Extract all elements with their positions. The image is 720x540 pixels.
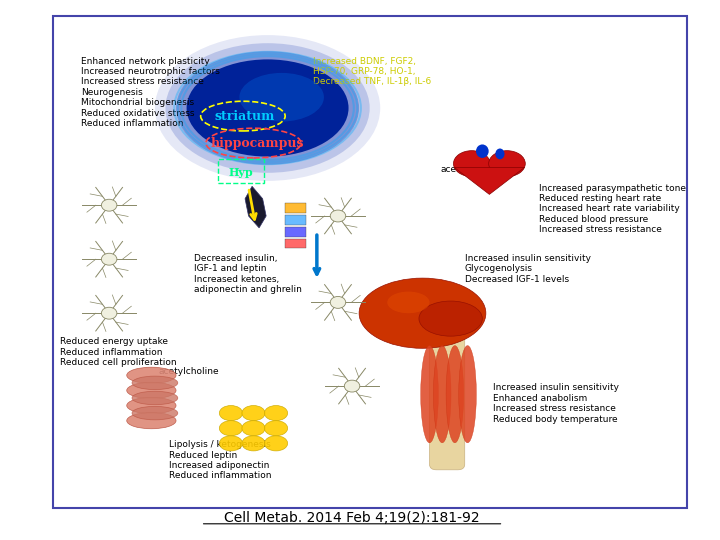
Ellipse shape <box>186 59 348 157</box>
Ellipse shape <box>420 346 438 443</box>
Ellipse shape <box>242 421 265 436</box>
Ellipse shape <box>433 346 451 443</box>
Text: Hyp: Hyp <box>228 167 253 178</box>
Ellipse shape <box>102 253 117 265</box>
Ellipse shape <box>454 151 490 177</box>
Text: Reduced energy uptake
Reduced inflammation
Reduced cell proliferation: Reduced energy uptake Reduced inflammati… <box>60 338 176 367</box>
Text: Enhanced network plasticity
Increased neurotrophic factors
Increased stress resi: Enhanced network plasticity Increased ne… <box>81 57 220 128</box>
FancyBboxPatch shape <box>285 203 306 213</box>
Text: Lipolysis / ketogenesis
Reduced leptin
Increased adiponectin
Reduced inflammatio: Lipolysis / ketogenesis Reduced leptin I… <box>169 440 271 480</box>
Ellipse shape <box>220 436 243 451</box>
Ellipse shape <box>264 421 287 436</box>
FancyBboxPatch shape <box>430 319 464 470</box>
Ellipse shape <box>220 421 243 436</box>
Ellipse shape <box>242 406 265 421</box>
Text: acetylcholine: acetylcholine <box>158 367 219 376</box>
Ellipse shape <box>489 151 526 177</box>
Text: Increased insulin sensitivity
Glycogenolysis
Decreased IGF-1 levels: Increased insulin sensitivity Glycogenol… <box>464 254 590 284</box>
Ellipse shape <box>495 148 505 159</box>
Text: striatum: striatum <box>215 110 275 123</box>
Ellipse shape <box>132 376 178 390</box>
Ellipse shape <box>132 407 178 420</box>
Text: brainstem: brainstem <box>292 190 350 199</box>
Ellipse shape <box>459 346 477 443</box>
Text: acetylcholine: acetylcholine <box>440 165 500 174</box>
FancyBboxPatch shape <box>285 215 306 225</box>
Ellipse shape <box>127 413 176 429</box>
Ellipse shape <box>330 296 346 308</box>
Ellipse shape <box>264 406 287 421</box>
Ellipse shape <box>176 51 359 165</box>
Ellipse shape <box>344 380 360 392</box>
Text: Increased BDNF, FGF2,
HSP-70, GRP-78, HO-1,
Decreased TNF, IL-1β, IL-6: Increased BDNF, FGF2, HSP-70, GRP-78, HO… <box>313 57 431 86</box>
Ellipse shape <box>102 199 117 211</box>
Ellipse shape <box>102 307 117 319</box>
Ellipse shape <box>132 391 178 405</box>
Ellipse shape <box>264 436 287 451</box>
Ellipse shape <box>127 382 176 399</box>
Ellipse shape <box>359 278 486 348</box>
Ellipse shape <box>242 436 265 451</box>
Text: Increased insulin sensitivity
Enhanced anabolism
Increased stress resistance
Red: Increased insulin sensitivity Enhanced a… <box>493 383 619 423</box>
Ellipse shape <box>127 367 176 383</box>
Ellipse shape <box>446 346 464 443</box>
Ellipse shape <box>419 301 482 336</box>
FancyBboxPatch shape <box>285 239 306 248</box>
Ellipse shape <box>476 144 489 158</box>
Ellipse shape <box>387 292 430 313</box>
Ellipse shape <box>166 43 369 173</box>
Ellipse shape <box>127 397 176 414</box>
Ellipse shape <box>330 210 346 222</box>
Text: Increased parasympathetic tone
Reduced resting heart rate
Increased heart rate v: Increased parasympathetic tone Reduced r… <box>539 184 685 234</box>
Ellipse shape <box>240 73 324 122</box>
Text: Cell Metab. 2014 Feb 4;19(2):181-92: Cell Metab. 2014 Feb 4;19(2):181-92 <box>224 511 480 525</box>
FancyBboxPatch shape <box>53 16 687 508</box>
Polygon shape <box>245 186 266 228</box>
Text: Decreased insulin,
IGF-1 and leptin
Increased ketones,
adiponectin and ghrelin: Decreased insulin, IGF-1 and leptin Incr… <box>194 254 302 294</box>
Text: hippocampus: hippocampus <box>210 137 304 150</box>
Polygon shape <box>454 167 525 194</box>
Ellipse shape <box>220 406 243 421</box>
FancyBboxPatch shape <box>285 227 306 237</box>
Ellipse shape <box>155 35 380 181</box>
